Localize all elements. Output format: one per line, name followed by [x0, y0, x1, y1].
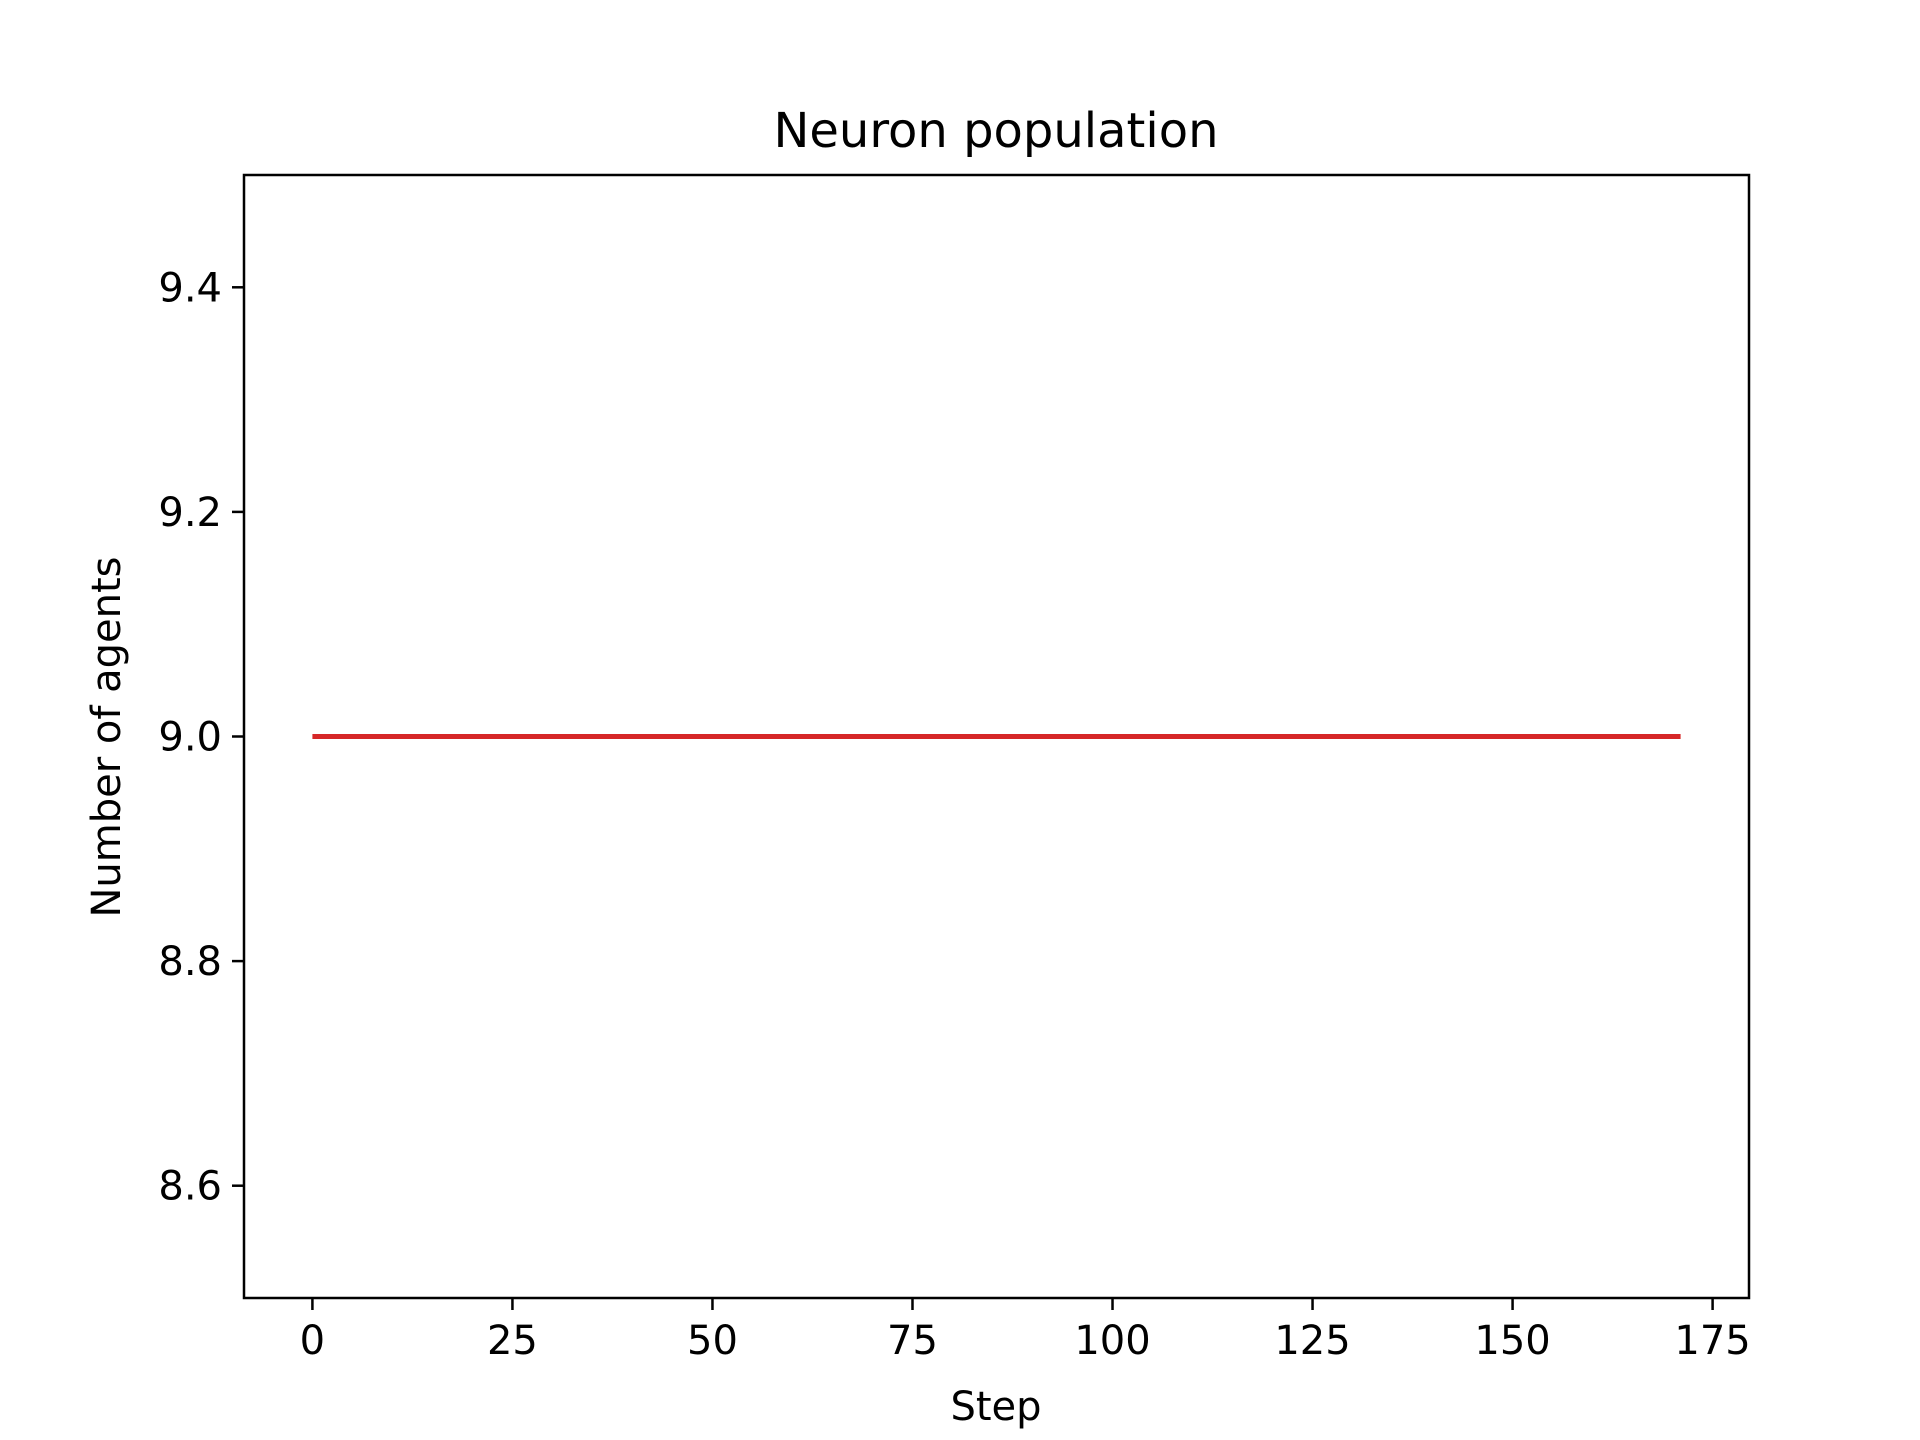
chart-title: Neuron population: [773, 103, 1218, 159]
x-tick-label: 25: [487, 1318, 538, 1364]
x-tick-label: 75: [887, 1318, 938, 1364]
x-tick-label: 100: [1074, 1318, 1150, 1364]
axes-frame: [242, 173, 1751, 1300]
x-axis-ticks: 0 25 50 75 100 125 150 175: [300, 1298, 1751, 1364]
y-axis-ticks: 8.6 8.8 9.0 9.2 9.4: [158, 265, 244, 1210]
y-tick-label: 9.2: [158, 490, 222, 536]
y-tick-label: 9.4: [158, 265, 222, 311]
y-tick-label: 9.0: [158, 715, 222, 761]
x-tick-label: 50: [687, 1318, 738, 1364]
x-tick-label: 0: [300, 1318, 325, 1364]
y-axis-title: Number of agents: [84, 556, 130, 917]
x-tick-label: 125: [1274, 1318, 1350, 1364]
y-tick-label: 8.8: [158, 939, 222, 985]
y-tick-label: 8.6: [158, 1164, 222, 1210]
x-axis-title: Step: [950, 1384, 1041, 1430]
x-tick-label: 175: [1674, 1318, 1750, 1364]
x-tick-label: 150: [1474, 1318, 1550, 1364]
